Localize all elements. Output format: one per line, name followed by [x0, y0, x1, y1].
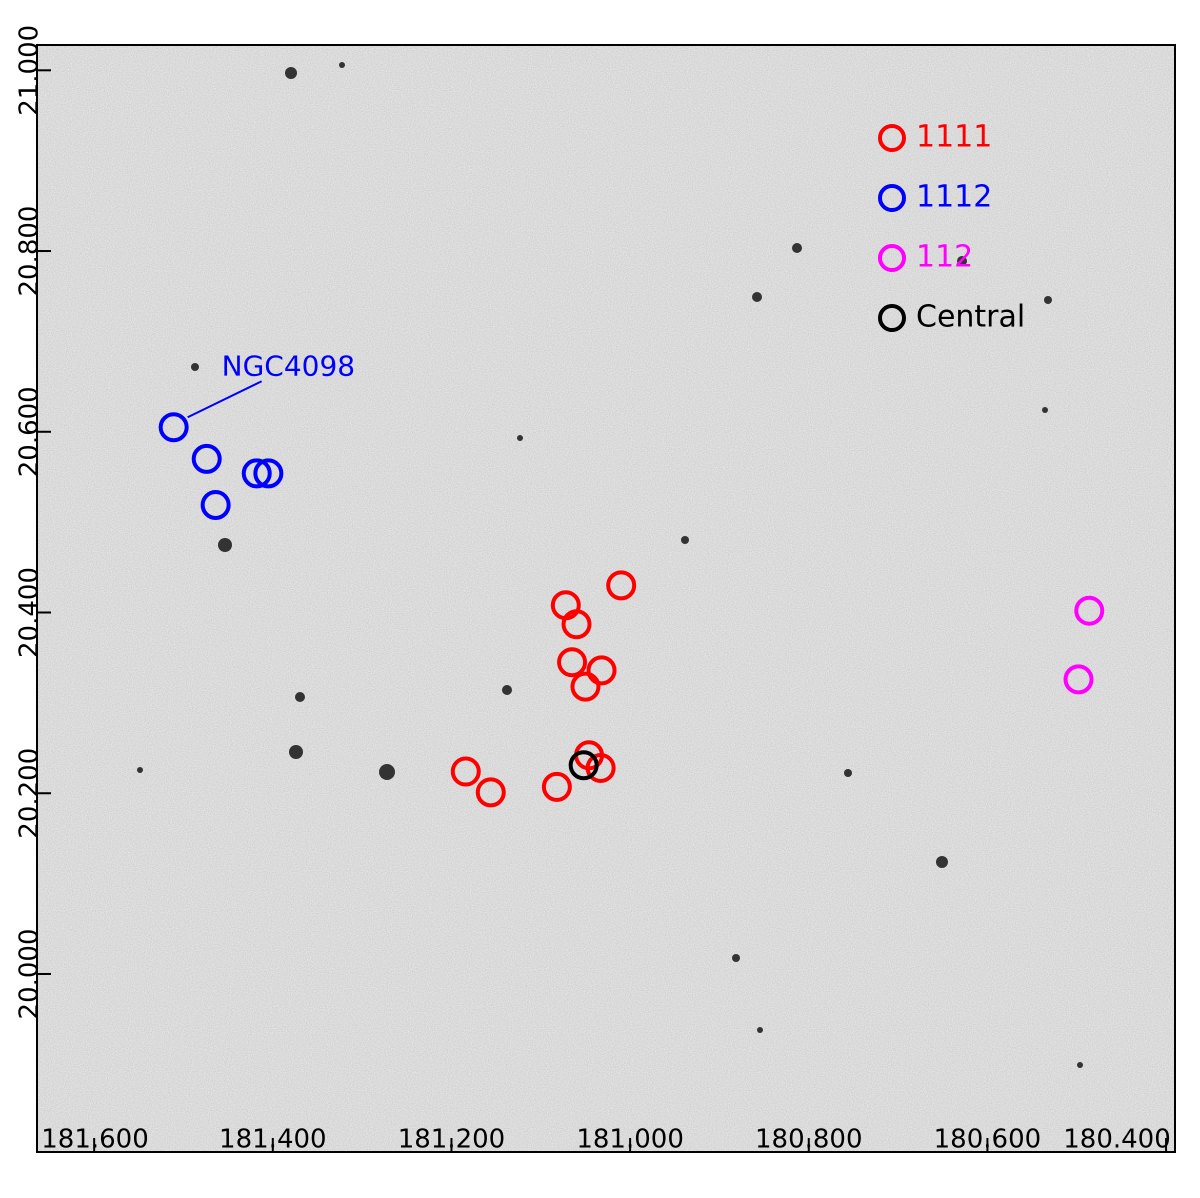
legend-marker [878, 244, 906, 272]
marker [241, 458, 272, 489]
marker [450, 756, 481, 787]
marker [568, 750, 599, 781]
marker [200, 489, 231, 520]
y-tick-label: 20.800 [15, 206, 45, 297]
marker [606, 570, 637, 601]
annotation: NGC4098 [222, 349, 355, 382]
x-tick-label: 181.200 [398, 1125, 506, 1155]
stars [137, 62, 1083, 1068]
x-tick-label: 180.800 [755, 1125, 863, 1155]
marker [585, 752, 616, 783]
marker [1074, 595, 1105, 626]
annotation-pointer [187, 380, 263, 419]
x-tick-label: 181.400 [219, 1125, 327, 1155]
x-tick-label: 180.400 [1063, 1125, 1171, 1155]
marker [561, 609, 592, 640]
marker [570, 671, 601, 702]
y-tick-label: 20.000 [15, 928, 45, 1019]
legend-marker [878, 124, 906, 152]
marker [1063, 664, 1094, 695]
marker [541, 771, 572, 802]
x-tick-label: 181.600 [41, 1125, 149, 1155]
legend-label: 1111 [916, 120, 992, 155]
y-tick-label: 21.000 [15, 25, 45, 116]
legend-marker [878, 304, 906, 332]
marker [475, 777, 506, 808]
marker [557, 647, 588, 678]
marker [586, 655, 617, 686]
sky-noise [37, 45, 1175, 1152]
x-tick-label: 180.600 [934, 1125, 1042, 1155]
legend-label: 1112 [916, 180, 992, 215]
y-tick-label: 20.600 [15, 386, 45, 477]
legend-marker [878, 184, 906, 212]
y-tick-label: 20.200 [15, 748, 45, 839]
x-tick-label: 181.000 [576, 1125, 684, 1155]
plot-frame [36, 44, 1176, 1153]
legend-label: Central [916, 300, 1025, 335]
marker [253, 458, 284, 489]
legend-label: 112 [916, 240, 973, 275]
marker [191, 443, 222, 474]
marker [158, 412, 189, 443]
y-tick-label: 20.400 [15, 567, 45, 658]
